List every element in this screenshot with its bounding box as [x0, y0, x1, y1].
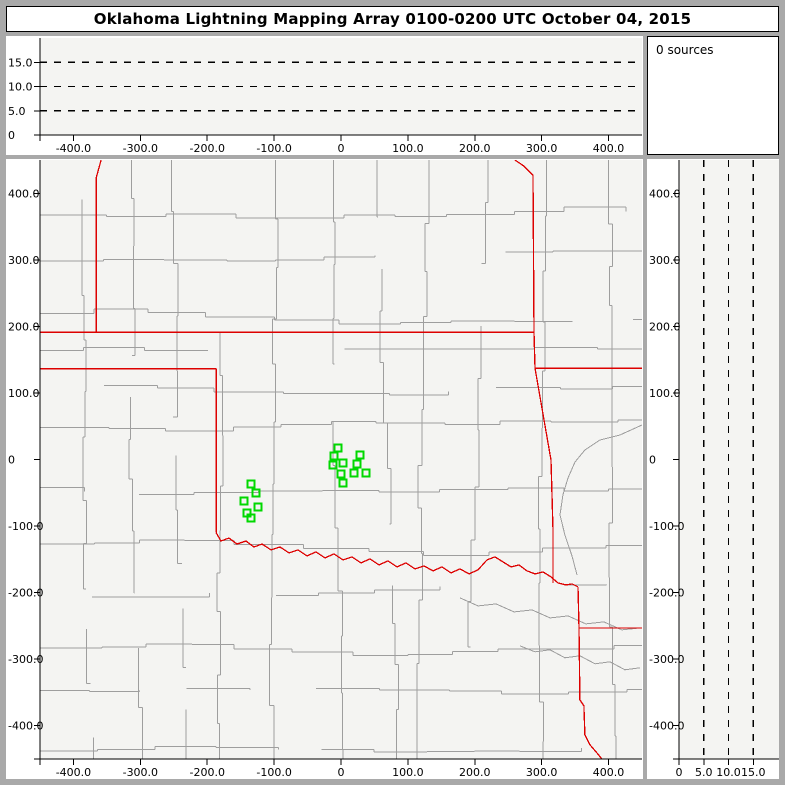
- tick-label: 0: [338, 766, 345, 779]
- axes: [34, 160, 642, 765]
- tick-label: 100.0: [8, 387, 40, 400]
- tick-label: -400.0: [8, 720, 43, 733]
- sources-panel: 0 sources: [647, 36, 779, 155]
- tick-label: -400.0: [56, 142, 91, 155]
- state-border: [514, 160, 554, 583]
- tick-label: -300.0: [123, 142, 158, 155]
- tick-label: 5.0: [8, 105, 26, 118]
- lma-station-marker: [328, 460, 338, 470]
- tick-label: -400.0: [56, 766, 91, 779]
- tick-label: 0: [8, 454, 15, 467]
- tick-label: 15.0: [8, 56, 33, 69]
- tick-label: 5.0: [695, 766, 713, 779]
- tick-label: 0: [649, 454, 656, 467]
- tick-label: -100.0: [256, 766, 291, 779]
- axes: [673, 160, 779, 765]
- title-bar: Oklahoma Lightning Mapping Array 0100-02…: [6, 6, 779, 32]
- tick-label: -100.0: [8, 520, 43, 533]
- ew-altitude-plot: 0 5.0 10.0 15.0 -400.0 -300.0 -200.0 -100.0 0 100…: [8, 38, 642, 155]
- tick-label: 400.0: [649, 187, 681, 200]
- state-border: [215, 532, 579, 588]
- tick-label: 10.0: [716, 766, 741, 779]
- lma-station-marker: [349, 468, 359, 478]
- lma-station-marker: [246, 513, 256, 523]
- tick-label: 100.0: [392, 142, 424, 155]
- tick-label: -200.0: [189, 142, 224, 155]
- state-border: [95, 160, 102, 333]
- lma-station-marker: [338, 458, 348, 468]
- county-lines: [40, 160, 642, 759]
- river: [559, 424, 642, 576]
- state-border: [578, 627, 603, 759]
- tick-label: 300.0: [649, 254, 681, 267]
- tick-label: 300.0: [526, 142, 558, 155]
- tick-label: -300.0: [123, 766, 158, 779]
- tick-label: 300.0: [8, 254, 40, 267]
- lma-station-marker: [333, 443, 343, 453]
- lma-station-marker: [253, 502, 263, 512]
- river: [459, 597, 640, 631]
- lma-station-marker: [352, 459, 362, 469]
- tick-label: -300.0: [649, 653, 684, 666]
- lma-station-marker: [239, 496, 249, 506]
- tick-label: 400.0: [593, 766, 625, 779]
- ew-altitude-panel: 0 5.0 10.0 15.0 -400.0 -300.0 -200.0 -100.0 0 100…: [6, 36, 643, 155]
- station-markers: [239, 443, 371, 523]
- tick-label: -200.0: [649, 587, 684, 600]
- tick-label: 200.0: [8, 320, 40, 333]
- tick-label: 400.0: [8, 187, 40, 200]
- tick-label: -100.0: [649, 520, 684, 533]
- tick-label: 0: [8, 129, 15, 142]
- tick-label: -200.0: [8, 587, 43, 600]
- ns-altitude-panel: 400.0 300.0 200.0 100.0 0 -100.0 -200.0 -300.0 -…: [647, 159, 779, 779]
- tick-label: 100.0: [649, 387, 681, 400]
- tick-label: -100.0: [256, 142, 291, 155]
- tick-label: 0: [338, 142, 345, 155]
- altitude-gridlines: [703, 160, 754, 759]
- sources-count-label: 0 sources: [656, 43, 714, 57]
- tick-label: -400.0: [649, 720, 684, 733]
- tick-label: 10.0: [8, 81, 33, 94]
- lma-station-marker: [246, 479, 256, 489]
- tick-label: 15.0: [741, 766, 766, 779]
- lma-station-marker: [361, 468, 371, 478]
- tick-label: 200.0: [459, 142, 491, 155]
- tick-label: 100.0: [392, 766, 424, 779]
- state-borders: [40, 160, 642, 759]
- lma-station-marker: [336, 469, 346, 479]
- plan-view-map: 400.0 300.0 200.0 100.0 0 -100.0 -200.0 -300.0 -…: [8, 160, 642, 779]
- axes: [34, 38, 642, 141]
- tick-label: -300.0: [8, 653, 43, 666]
- ns-altitude-plot: 400.0 300.0 200.0 100.0 0 -100.0 -200.0 -300.0 -…: [649, 160, 779, 779]
- tick-label: 300.0: [526, 766, 558, 779]
- lma-station-marker: [329, 451, 339, 461]
- tick-label: 200.0: [459, 766, 491, 779]
- altitude-gridlines: [40, 61, 642, 112]
- lma-station-marker: [355, 450, 365, 460]
- window-title: Oklahoma Lightning Mapping Array 0100-02…: [93, 10, 692, 28]
- tick-label: 400.0: [593, 142, 625, 155]
- lma-station-marker: [338, 478, 348, 488]
- plan-view-map-panel: 400.0 300.0 200.0 100.0 0 -100.0 -200.0 -300.0 -…: [6, 159, 643, 779]
- tick-label: -200.0: [189, 766, 224, 779]
- tick-label: 200.0: [649, 320, 681, 333]
- tick-label: 0: [676, 766, 683, 779]
- lma-station-marker: [251, 488, 261, 498]
